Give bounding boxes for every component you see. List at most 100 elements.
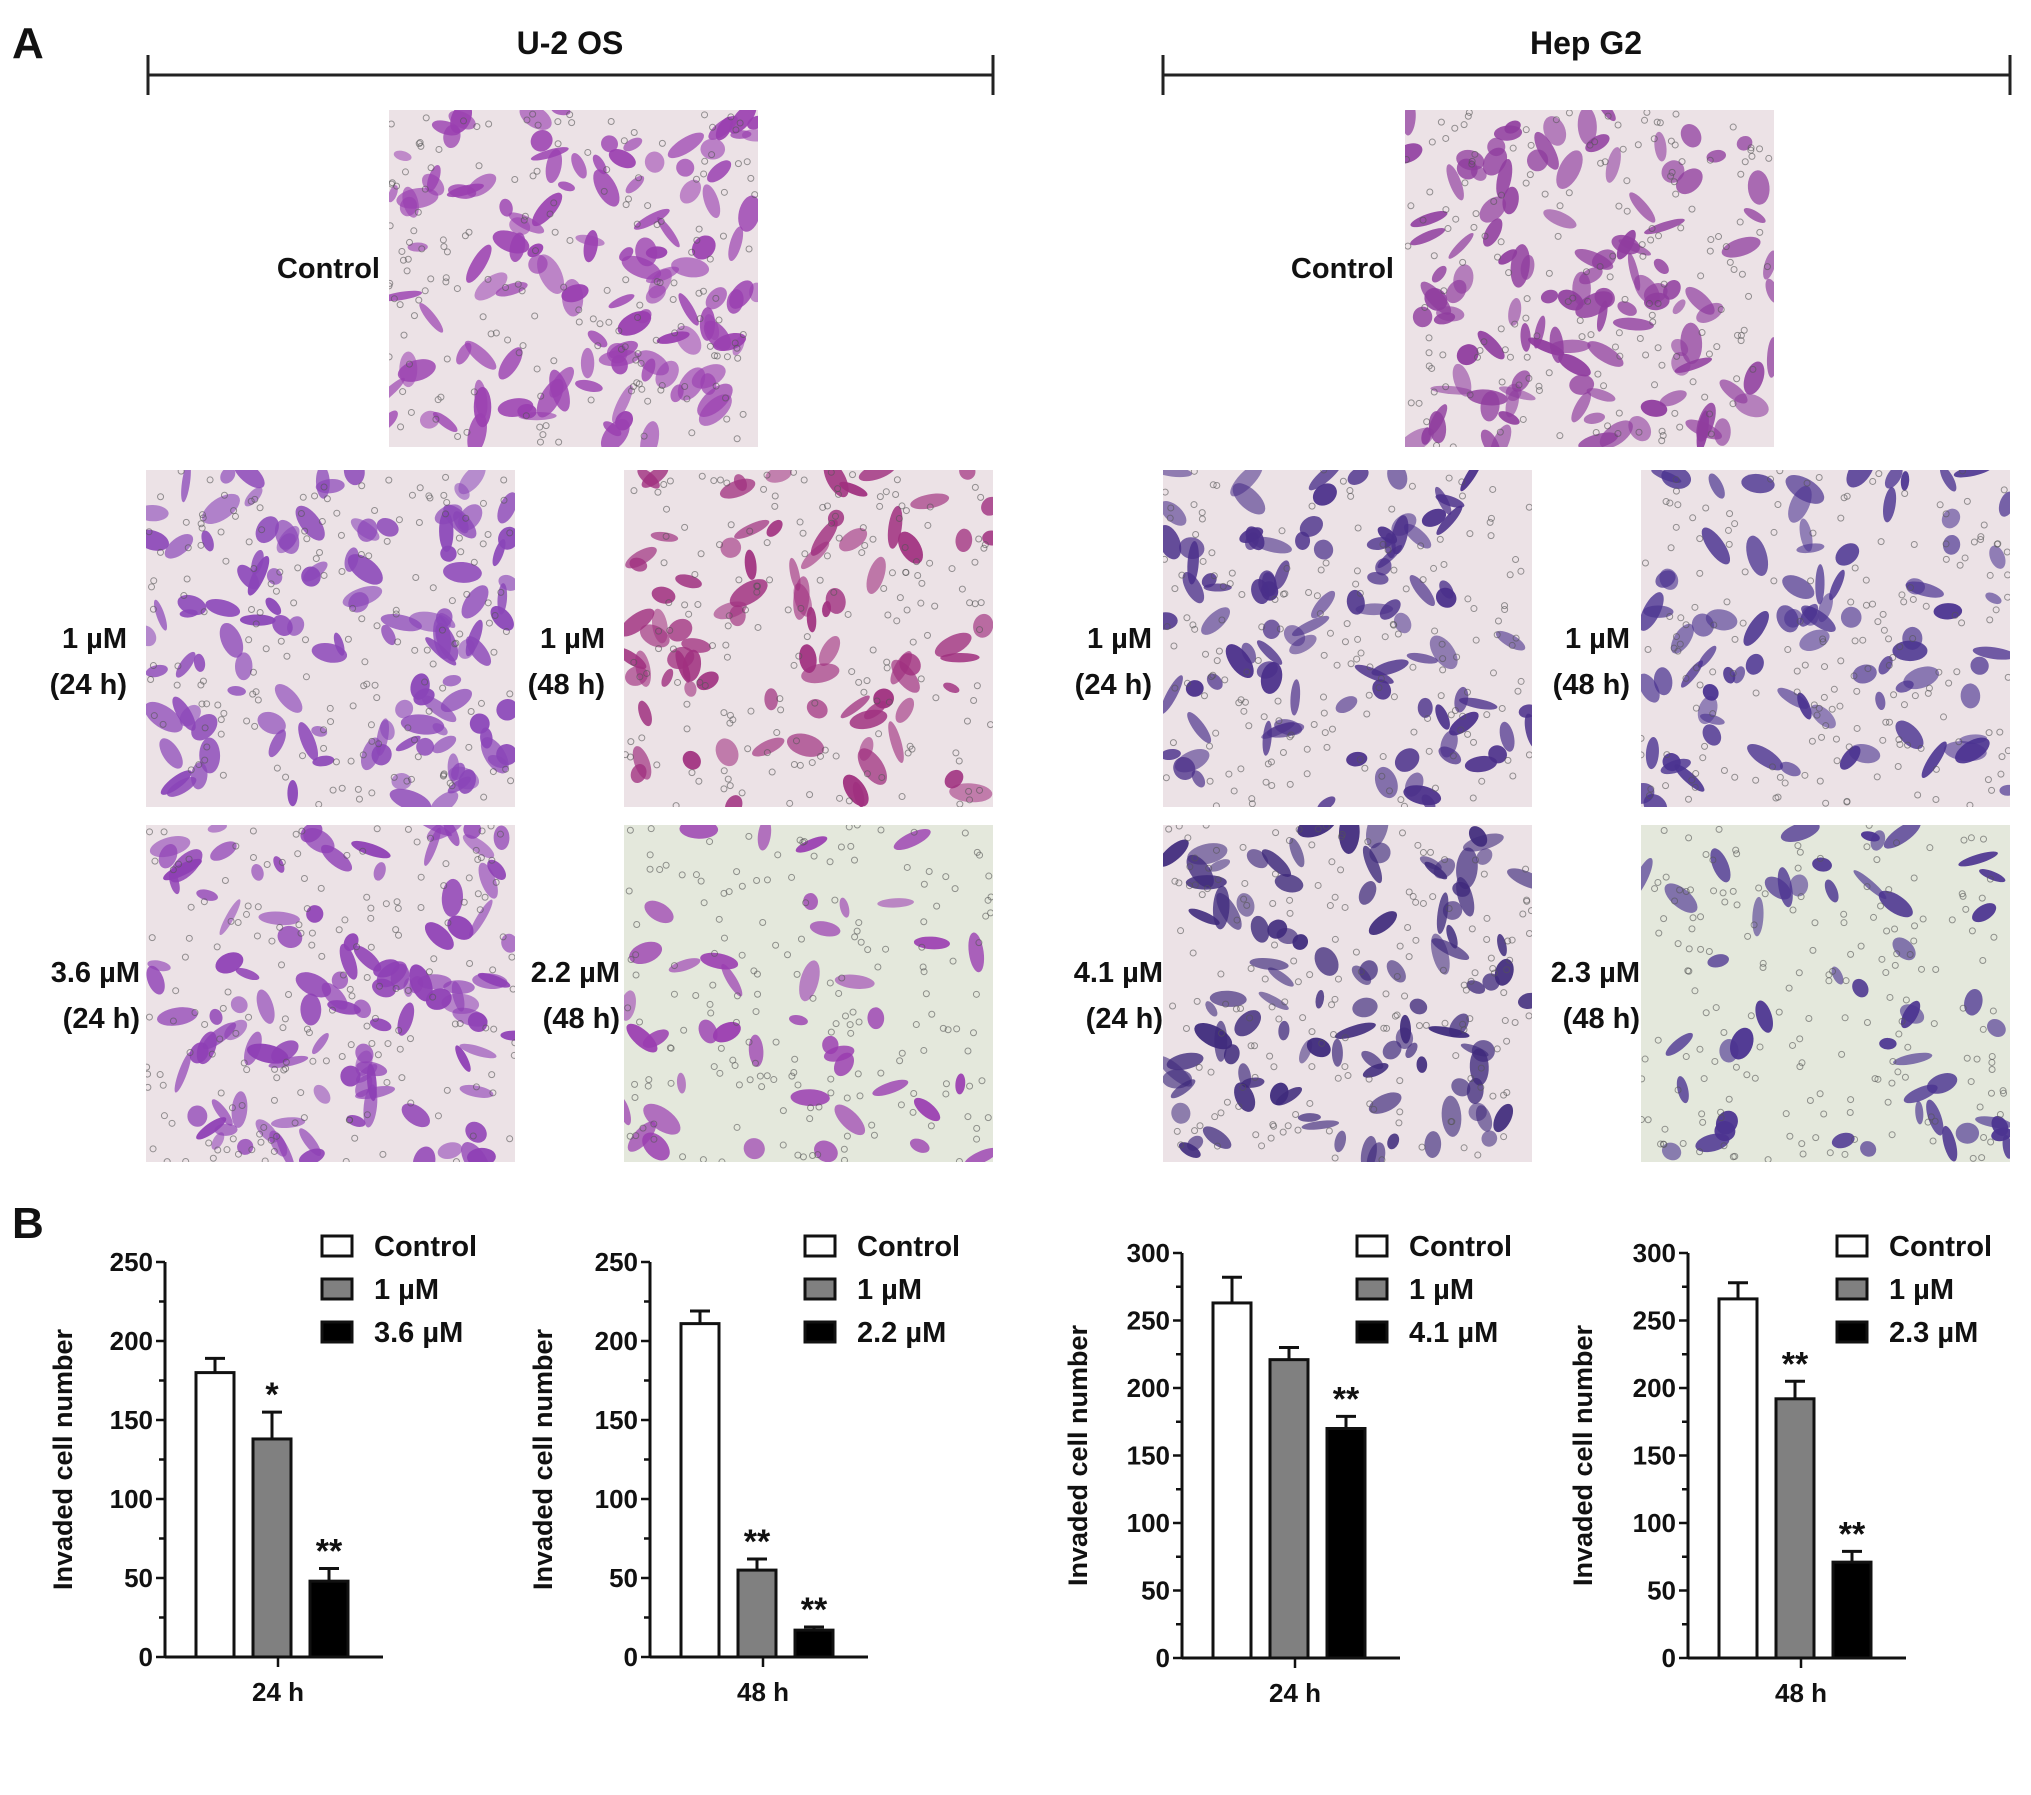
significance-marker: ** <box>316 1533 343 1571</box>
legend-swatch <box>320 1234 354 1258</box>
condition-label: 1 µM <box>1087 623 1152 655</box>
y-tick-label: 200 <box>1633 1373 1676 1403</box>
bar-charts: 0 50 100 150 200 250 Invaded cell number 24 h Co… <box>48 1231 1992 1708</box>
y-tick-label: 50 <box>609 1563 638 1593</box>
bar <box>793 1628 835 1659</box>
legend-label: 2.3 µM <box>1889 1317 1978 1349</box>
micrograph-image <box>146 825 515 1162</box>
significance-marker: ** <box>744 1523 771 1561</box>
micrograph-image <box>389 110 758 447</box>
y-tick-label: 50 <box>124 1563 153 1593</box>
y-tick-label: 200 <box>595 1326 638 1356</box>
group-title: Hep G2 <box>1530 25 1642 61</box>
condition-label: 2.3 µM <box>1551 957 1640 989</box>
y-axis-label: Invaded cell number <box>528 1328 558 1590</box>
y-tick-label: 100 <box>1127 1508 1170 1538</box>
legend-swatch <box>803 1320 837 1344</box>
x-axis-label: 48 h <box>737 1677 789 1707</box>
y-tick-label: 100 <box>1633 1508 1676 1538</box>
y-tick-label: 250 <box>595 1247 638 1277</box>
significance-marker: ** <box>1333 1380 1360 1418</box>
bar-chart: 0 50 100 150 200 250 Invaded cell number 48 h Co… <box>528 1231 960 1707</box>
y-tick-label: 150 <box>595 1405 638 1435</box>
condition-label: 1 µM <box>62 623 127 655</box>
group-header-hepg2: Hep G2 <box>1161 25 2012 95</box>
significance-marker: ** <box>1839 1515 1866 1553</box>
group-title: U-2 OS <box>517 25 624 61</box>
legend-label: 2.2 µM <box>857 1317 946 1349</box>
micrograph-image <box>1641 470 2010 807</box>
bar <box>1268 1358 1310 1660</box>
bar <box>308 1579 350 1659</box>
micrograph-image <box>146 470 515 807</box>
y-tick-label: 50 <box>1647 1576 1676 1606</box>
condition-label: Control <box>1291 253 1394 285</box>
condition-label: Control <box>277 253 380 285</box>
bar <box>1211 1301 1253 1660</box>
micrograph-image <box>624 470 993 807</box>
micrograph-image <box>1405 110 1774 447</box>
micrograph-image <box>1641 825 2010 1162</box>
x-axis-label: 24 h <box>252 1677 304 1707</box>
legend-swatch <box>1835 1234 1869 1258</box>
bar <box>1774 1397 1816 1660</box>
bar <box>1831 1560 1873 1660</box>
legend-label: Control <box>1889 1231 1992 1263</box>
y-axis-label: Invaded cell number <box>1063 1324 1093 1586</box>
legend-label: 1 µM <box>374 1274 439 1306</box>
panel-label-a: A <box>12 19 44 68</box>
legend-label: 3.6 µM <box>374 1317 463 1349</box>
condition-label: 1 µM <box>1565 623 1630 655</box>
group-header-u2os: U-2 OS <box>146 25 995 95</box>
condition-label-time: (48 h) <box>528 669 605 701</box>
y-tick-label: 250 <box>1633 1306 1676 1336</box>
condition-label-time: (24 h) <box>50 669 127 701</box>
y-tick-label: 150 <box>1633 1441 1676 1471</box>
condition-label: 3.6 µM <box>51 957 140 989</box>
condition-label-time: (48 h) <box>1563 1003 1640 1035</box>
x-axis-label: 24 h <box>1269 1678 1321 1708</box>
bar-chart: 0 50 100 150 200 250 300 Invaded cell number 24 … <box>1063 1231 1512 1708</box>
legend-swatch <box>320 1320 354 1344</box>
legend-label: 4.1 µM <box>1409 1317 1498 1349</box>
significance-marker: * <box>265 1376 279 1414</box>
legend-label: 1 µM <box>1889 1274 1954 1306</box>
y-tick-label: 250 <box>1127 1306 1170 1336</box>
y-tick-label: 0 <box>1156 1643 1170 1673</box>
y-tick-label: 300 <box>1633 1238 1676 1268</box>
legend-swatch <box>1355 1234 1389 1258</box>
significance-marker: ** <box>801 1591 828 1629</box>
legend-label: Control <box>374 1231 477 1263</box>
condition-label-time: (48 h) <box>543 1003 620 1035</box>
condition-label-time: (24 h) <box>1086 1003 1163 1035</box>
bar-chart: 0 50 100 150 200 250 300 Invaded cell number 48 … <box>1568 1231 1992 1708</box>
condition-label: 1 µM <box>540 623 605 655</box>
x-axis-label: 48 h <box>1775 1678 1827 1708</box>
y-tick-label: 0 <box>139 1642 153 1672</box>
bar <box>1325 1427 1367 1660</box>
y-tick-label: 150 <box>1127 1441 1170 1471</box>
y-tick-label: 0 <box>1662 1643 1676 1673</box>
condition-label-time: (24 h) <box>1075 669 1152 701</box>
y-axis-label: Invaded cell number <box>48 1328 78 1590</box>
y-tick-label: 50 <box>1141 1576 1170 1606</box>
legend-label: 1 µM <box>1409 1274 1474 1306</box>
y-tick-label: 250 <box>110 1247 153 1277</box>
bar <box>251 1437 293 1659</box>
bar-chart: 0 50 100 150 200 250 Invaded cell number 24 h Co… <box>48 1231 477 1707</box>
y-tick-label: 200 <box>1127 1373 1170 1403</box>
micrograph-image <box>624 825 993 1162</box>
micrograph-image <box>1163 825 1532 1162</box>
bar <box>194 1371 236 1659</box>
condition-label-time: (48 h) <box>1553 669 1630 701</box>
condition-label: 4.1 µM <box>1074 957 1163 989</box>
condition-label-time: (24 h) <box>63 1003 140 1035</box>
legend-label: 1 µM <box>857 1274 922 1306</box>
legend-swatch <box>803 1234 837 1258</box>
y-tick-label: 200 <box>110 1326 153 1356</box>
legend-swatch <box>1835 1320 1869 1344</box>
legend-swatch <box>803 1277 837 1301</box>
condition-label: 2.2 µM <box>531 957 620 989</box>
legend-swatch <box>1355 1277 1389 1301</box>
legend-swatch <box>1835 1277 1869 1301</box>
